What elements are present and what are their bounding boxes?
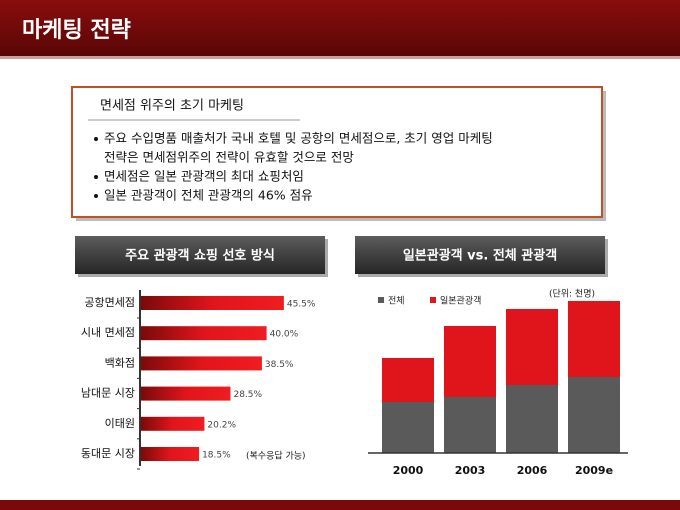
chart-title-box [355,236,605,274]
bar [141,386,231,401]
category-label: 이태원 [105,417,135,430]
legend-label: 전체 [388,296,405,307]
legend-swatch [430,297,436,303]
category-label: 2009e [575,464,613,477]
bar-segment [506,309,558,385]
bar-segment [444,326,496,397]
category-label: 백화점 [105,356,135,369]
bar-segment [382,358,434,402]
value-label: 28.5% [233,390,262,400]
bar [141,447,200,461]
footer-band [0,500,680,510]
header-rule [0,56,680,59]
bullet-dot [94,194,98,198]
charts: 공항면세점 45.5% 시내 면세점 40.0% 백화점 38.5% 남대문 시장 28.5%… [81,289,628,477]
legend-label: 일본관광객 [440,295,481,307]
bar [141,296,284,310]
value-label: 18.5% [202,451,231,461]
bar-segment [568,377,620,453]
category-label: 남대문 시장 [81,387,135,400]
chart-title: 일본관광객 vs. 전체 관광객 [403,248,557,264]
bar-segment [382,402,434,453]
chart-title: 주요 관광객 쇼핑 선호 방식 [125,248,275,264]
box-heading: 면세점 위주의 초기 마케팅 [100,99,244,114]
header-band [0,0,680,56]
note: (복수응답 가능) [246,450,306,462]
bar-segment [506,385,558,453]
bullet-dot [94,175,98,179]
category-label: 2000 [393,464,424,477]
bar [141,356,262,371]
slide-title: 마케팅 전략 [22,18,131,43]
bullet-text: 주요 수입명품 매출처가 국내 호텔 및 공항의 면세점으로, 초기 영업 마케… [104,131,493,146]
summary-box [71,86,603,218]
bullet-list: 주요 수입명품 매출처가 국내 호텔 및 공항의 면세점으로, 초기 영업 마케… [94,131,493,203]
bullet-dot [94,137,98,141]
legend-swatch [378,297,384,303]
value-label: 40.0% [270,330,299,340]
bullet-text: 전략은 면세점위주의 전략이 유효할 것으로 전망 [104,150,354,165]
bar [141,326,267,341]
category-label: 2003 [455,464,486,477]
category-label: 동대문 시장 [81,447,135,460]
unit-label: (단위: 천명) [549,289,595,300]
bar [141,416,205,431]
value-label: 20.2% [207,420,236,430]
bar-segment [568,301,620,377]
bullet-text: 면세점은 일본 관광객의 최대 쇼핑처임 [104,169,304,184]
chart-title-box [75,236,325,274]
category-label: 시내 면세점 [81,326,135,339]
value-label: 38.5% [265,360,294,370]
value-label: 45.5% [287,300,316,310]
bullet-text: 일본 관광객이 전체 관광객의 46% 점유 [104,188,313,203]
category-label: 공항면세점 [84,296,135,309]
bar-segment [444,397,496,453]
category-label: 2006 [517,464,548,477]
